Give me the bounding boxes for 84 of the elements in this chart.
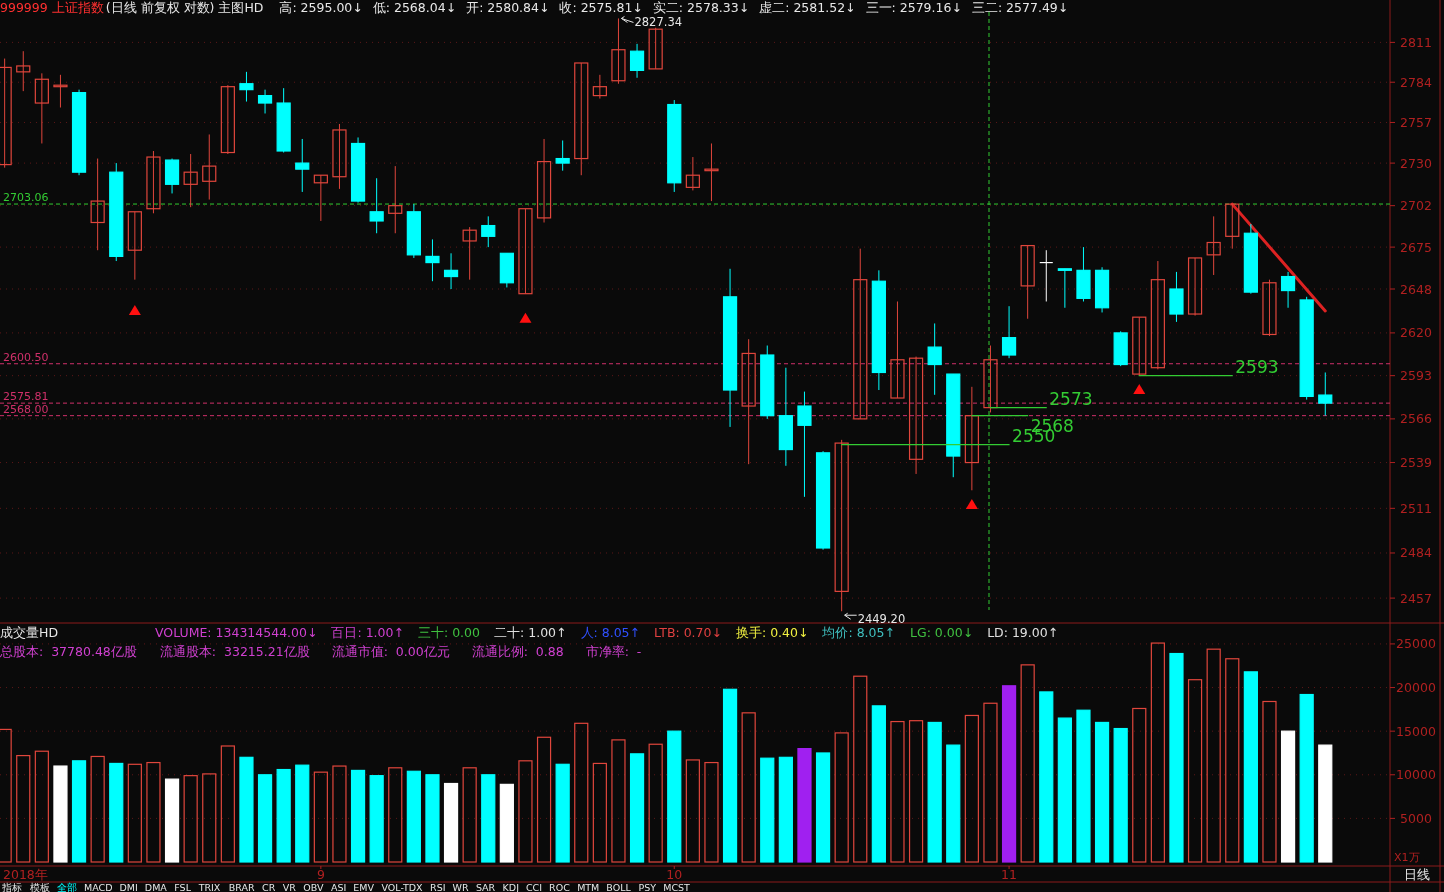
annotation: 流通市值: 0.00亿元 [331, 644, 450, 659]
annotation: 三二: 2577.49↓ [971, 0, 1069, 15]
y-tick-label: 2811 [1400, 34, 1432, 50]
chart-subtitle: (日线 前复权 对数) 主图HD [105, 0, 264, 15]
text: VR [282, 882, 297, 892]
annotation: 流通比例: 0.88 [471, 644, 564, 659]
ref-line-label: 2703.06 [3, 191, 49, 205]
annotation: 二十: 1.00↑ [494, 625, 567, 640]
annotation: 2449.20 [857, 612, 906, 627]
text: ASI [330, 882, 347, 892]
annotation: 均价: 8.05↑ [821, 625, 895, 640]
annotation: 开: 2580.84↓ [466, 0, 550, 15]
text: WR [452, 882, 469, 892]
text: 日线 [1404, 867, 1430, 882]
y-tick-label: 2730 [1400, 155, 1432, 171]
y-tick-label: 2566 [1400, 411, 1432, 427]
annotation: 虚二: 2581.52↓ [759, 0, 856, 15]
text: MCST [663, 882, 691, 892]
annotation: 人: 8.05↑ [580, 625, 641, 640]
text: 全部 [57, 882, 77, 892]
y-tick-label: 25000 [1396, 636, 1436, 652]
text: MTM [577, 882, 600, 892]
y-tick-label: 2539 [1400, 455, 1432, 471]
y-tick-label: 2784 [1400, 74, 1432, 90]
annotation: 低: 2568.04↓ [372, 0, 457, 15]
y-tick-label: 5000 [1400, 810, 1432, 826]
series-label: 2593 [1235, 356, 1279, 377]
annotation: 2827.34 [634, 15, 683, 30]
y-tick-label: 2648 [1400, 281, 1432, 297]
annotation: 总股本: 37780.48亿股 [0, 644, 137, 659]
text: KDJ [502, 882, 519, 892]
annotation: 市净率: - [585, 644, 642, 659]
annotation: LTB: 0.70↓ [654, 625, 722, 640]
x-tick-label: 9 [316, 867, 325, 882]
chart-title: 成交量HD [0, 625, 59, 640]
ref-line-label: 2568.00 [3, 402, 49, 416]
y-tick-label: 2484 [1400, 545, 1432, 561]
x-tick-label: 11 [1001, 867, 1018, 882]
y-tick-label: 2702 [1400, 198, 1432, 214]
text: SAR [475, 882, 496, 892]
y-tick-label: 2620 [1400, 325, 1432, 341]
text: VOL-TDX [381, 882, 424, 892]
x-tick-label: 10 [666, 867, 683, 882]
annotation: 换手: 0.40↓ [735, 625, 809, 640]
text: 模板 [30, 882, 50, 892]
annotation: 高: 2595.00↓ [279, 0, 363, 15]
chart-title: 999999 上证指数 [0, 0, 104, 15]
text: RSI [430, 882, 446, 892]
y-tick-label: 15000 [1396, 723, 1436, 739]
series-label: 2573 [1049, 388, 1093, 409]
text: BOLL [606, 882, 632, 892]
y-axis-title: X1万 [1394, 851, 1420, 864]
text: MACD [84, 882, 113, 892]
y-tick-label: 2593 [1400, 368, 1432, 384]
text: 指标 [1, 882, 22, 892]
annotation: LG: 0.00↓ [909, 625, 974, 640]
annotation: 收: 2575.81↓ [559, 0, 643, 15]
annotation: LD: 19.00↑ [987, 625, 1059, 640]
y-tick-label: 2511 [1400, 500, 1432, 516]
annotation: 实二: 2578.33↓ [652, 0, 750, 15]
ref-line-label: 2575.81 [3, 390, 49, 404]
text: FSL [174, 882, 192, 892]
annotation: 流通股本: 33215.21亿股 [159, 644, 310, 659]
annotation: 三一: 2579.16↓ [865, 0, 962, 15]
y-tick-label: 10000 [1396, 767, 1436, 783]
ref-line-label: 2600.50 [3, 350, 49, 364]
y-tick-label: 2757 [1400, 114, 1432, 130]
text: TRIX [197, 882, 221, 892]
text: EMV [353, 882, 375, 892]
text: DMI [119, 882, 138, 892]
text: DMA [144, 882, 168, 892]
y-tick-label: 2675 [1400, 239, 1432, 255]
x-axis-title: 2018年 [3, 867, 48, 882]
text: CR [262, 882, 276, 892]
text: BRAR [228, 882, 256, 892]
annotation: VOLUME: 134314544.00↓ [155, 625, 318, 640]
y-tick-label: 2457 [1400, 590, 1432, 606]
text: OBV [303, 882, 324, 892]
text: CCI [525, 882, 543, 892]
text: ROC [549, 882, 571, 892]
annotation: 百日: 1.00↑ [331, 625, 404, 640]
y-tick-label: 20000 [1396, 680, 1436, 696]
annotation: 三十: 0.00 [417, 625, 481, 640]
text: PSY [638, 882, 657, 892]
